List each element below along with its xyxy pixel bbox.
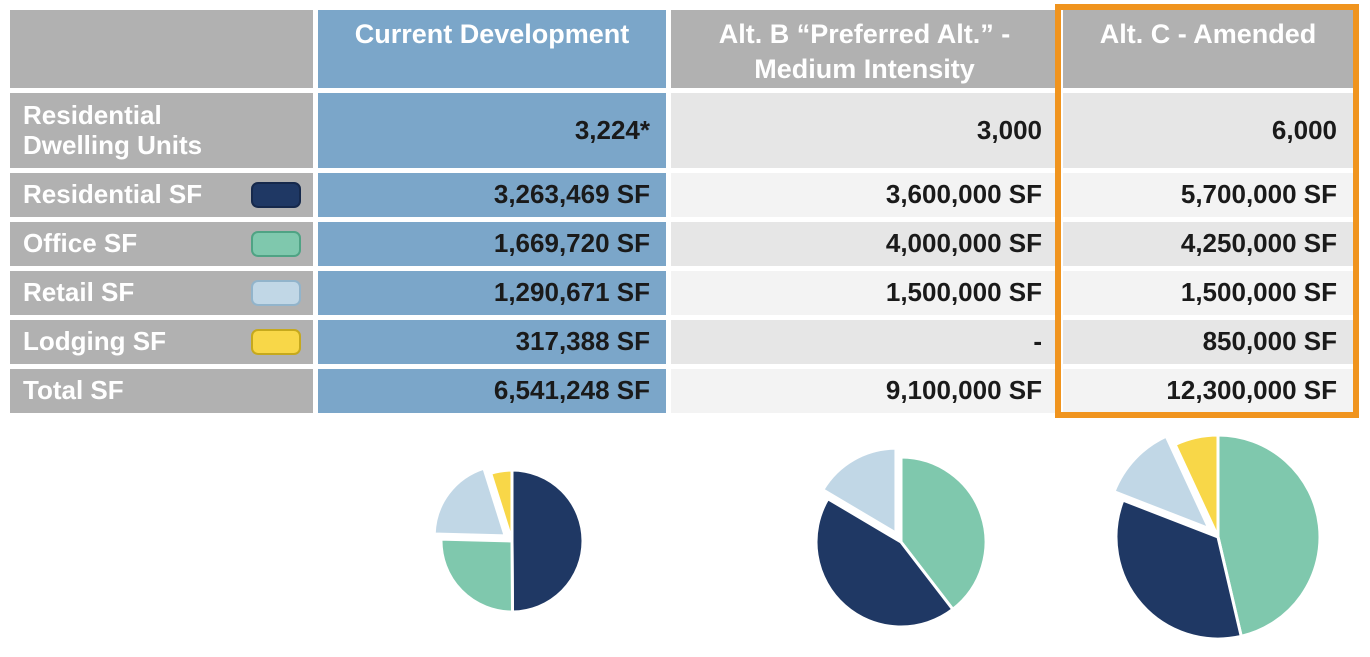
cell-current-lodging-sf: 317,388 SF <box>318 320 666 364</box>
pie-slice-lodging-sf <box>1173 433 1220 539</box>
pie-slice-office-sf <box>439 537 514 614</box>
cell-current-total-sf: 6,541,248 SF <box>318 369 666 413</box>
row-label-total-sf: Total SF <box>10 369 313 413</box>
cell-current-residential-sf: 3,263,469 SF <box>318 173 666 217</box>
row-label-text: Residential SF <box>23 179 203 210</box>
row-label-text: Office SF <box>23 228 138 259</box>
row-label-office-sf: Office SF <box>10 222 313 266</box>
cell-current-office-sf: 1,669,720 SF <box>318 222 666 266</box>
pie-slice-office-sf <box>1114 498 1243 641</box>
row-label-lodging-sf: Lodging SF <box>10 320 313 364</box>
pie-chart-alt-b <box>814 446 988 629</box>
development-comparison-table: Current Development Alt. B “Preferred Al… <box>10 10 1353 413</box>
table-corner-cell <box>10 10 313 88</box>
cell-current-residential-dwelling-units: 3,224* <box>318 93 666 168</box>
cell-alt-c-residential-dwelling-units: 6,000 <box>1063 93 1353 168</box>
cell-alt-c-office-sf: 4,250,000 SF <box>1063 222 1353 266</box>
row-label-residential-dwelling-units: Residential Dwelling Units <box>10 93 313 168</box>
lodging-color-swatch-icon <box>251 329 301 355</box>
office-color-swatch-icon <box>251 231 301 257</box>
row-label-text: Retail SF <box>23 277 135 308</box>
row-label-residential-sf: Residential SF <box>10 173 313 217</box>
cell-alt-b-total-sf: 9,100,000 SF <box>671 369 1058 413</box>
pie-slice-retail-sf <box>821 446 898 535</box>
row-label-text: Lodging SF <box>23 326 166 357</box>
retail-color-swatch-icon <box>251 280 301 306</box>
cell-alt-c-lodging-sf: 850,000 SF <box>1063 320 1353 364</box>
pie-slice-office-sf <box>814 497 955 629</box>
column-header-current-development: Current Development <box>318 10 666 88</box>
column-header-alt-c: Alt. C - Amended <box>1063 10 1353 88</box>
pie-slice-lodging-sf <box>489 468 514 543</box>
residential-color-swatch-icon <box>251 182 301 208</box>
pie-chart-current-development <box>432 466 585 614</box>
cell-alt-c-retail-sf: 1,500,000 SF <box>1063 271 1353 315</box>
cell-alt-b-office-sf: 4,000,000 SF <box>671 222 1058 266</box>
cell-alt-c-residential-sf: 5,700,000 SF <box>1063 173 1353 217</box>
column-header-alt-b: Alt. B “Preferred Alt.” - Medium Intensi… <box>671 10 1058 88</box>
pie-slice-retail-sf <box>1112 434 1211 531</box>
cell-current-retail-sf: 1,290,671 SF <box>318 271 666 315</box>
row-label-text: Total SF <box>23 375 124 406</box>
row-label-text: Residential Dwelling Units <box>23 99 203 160</box>
cell-alt-b-retail-sf: 1,500,000 SF <box>671 271 1058 315</box>
pie-slice-residential-sf <box>1216 433 1322 638</box>
cell-alt-c-total-sf: 12,300,000 SF <box>1063 369 1353 413</box>
pie-chart-alt-c <box>1112 433 1322 641</box>
cell-alt-b-residential-sf: 3,600,000 SF <box>671 173 1058 217</box>
row-label-retail-sf: Retail SF <box>10 271 313 315</box>
pie-slice-residential-sf <box>899 455 988 611</box>
cell-alt-b-lodging-sf: - <box>671 320 1058 364</box>
pie-slice-retail-sf <box>432 466 507 538</box>
pie-slice-residential-sf <box>510 468 585 614</box>
cell-alt-b-residential-dwelling-units: 3,000 <box>671 93 1058 168</box>
